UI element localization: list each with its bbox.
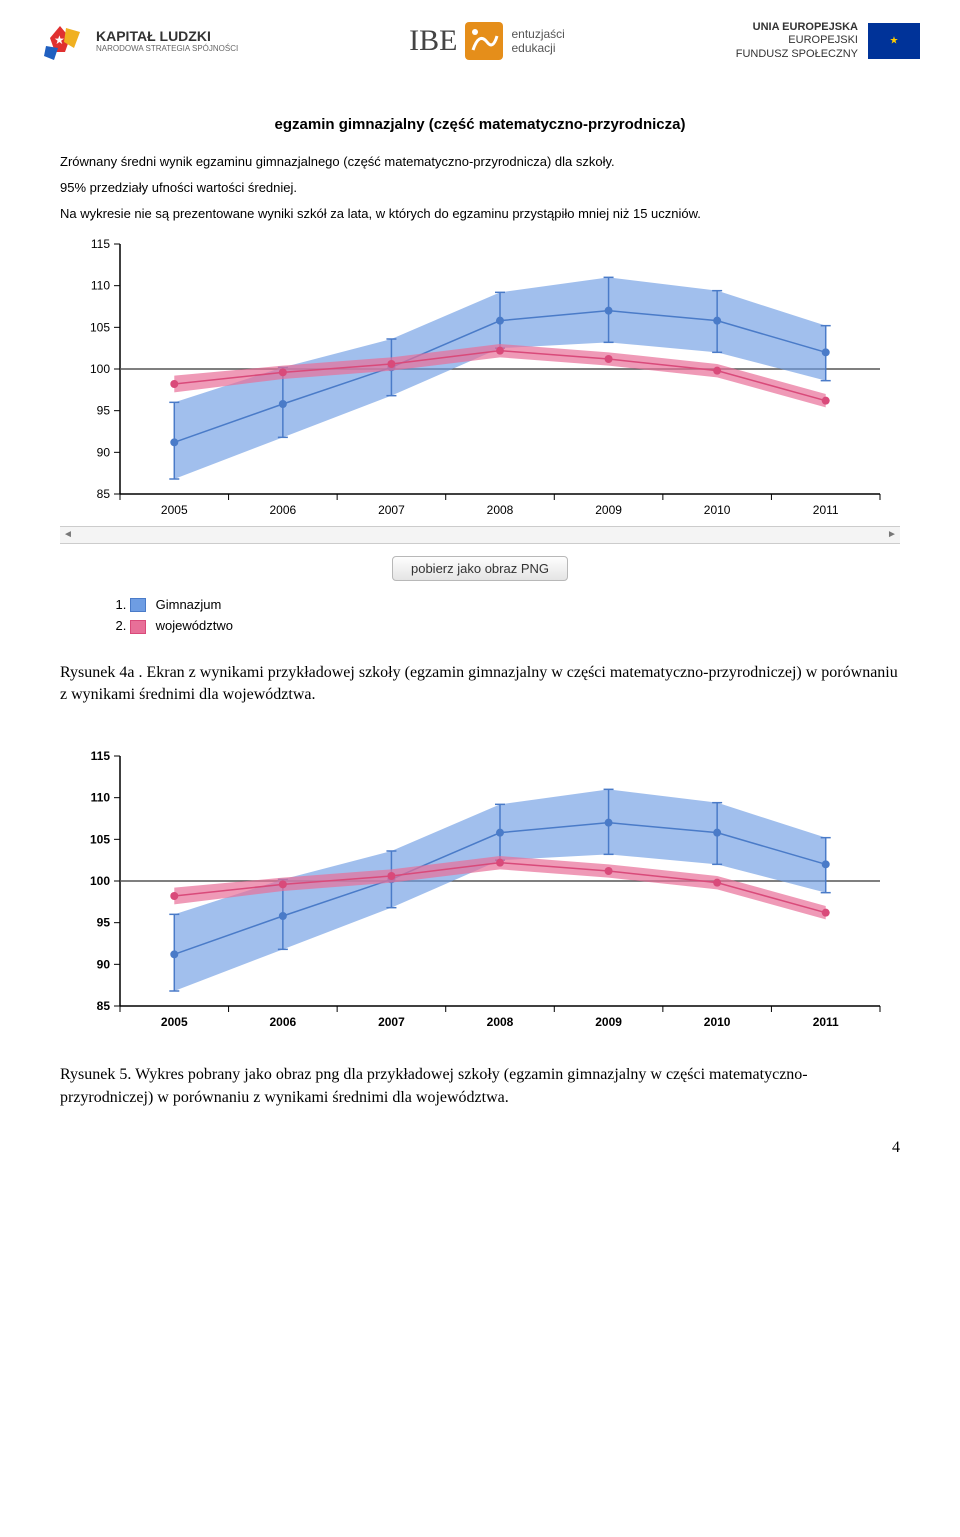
header-logos: ★ KAPITAŁ LUDZKI NARODOWA STRATEGIA SPÓJ… xyxy=(0,0,960,76)
svg-text:2006: 2006 xyxy=(270,1015,297,1029)
svg-text:105: 105 xyxy=(90,833,110,847)
svg-text:110: 110 xyxy=(91,278,110,292)
scroll-right-icon[interactable]: ► xyxy=(884,529,900,540)
kapital-icon: ★ xyxy=(40,18,86,64)
svg-text:2006: 2006 xyxy=(270,503,297,517)
kapital-sub: NARODOWA STRATEGIA SPÓJNOŚCI xyxy=(96,44,238,53)
svg-text:2008: 2008 xyxy=(487,1015,514,1029)
fake-scrollbar[interactable]: ◄ ► xyxy=(60,526,900,544)
page-number: 4 xyxy=(0,1109,960,1177)
scroll-left-icon[interactable]: ◄ xyxy=(60,529,76,540)
svg-text:100: 100 xyxy=(90,874,110,888)
ibe-right-1: entuzjaści xyxy=(511,27,564,41)
svg-text:★: ★ xyxy=(54,33,65,47)
legend-item-1: Gimnazjum xyxy=(130,597,900,613)
ibe-text: IBE xyxy=(409,24,457,58)
eu-text: UNIA EUROPEJSKA EUROPEJSKI FUNDUSZ SPOŁE… xyxy=(736,21,858,61)
svg-text:90: 90 xyxy=(97,958,111,972)
chart1-svg: 85 90 95 100 105 110 115 2005 2006 2007 2008 2009 20… xyxy=(60,234,900,524)
eu-line3: FUNDUSZ SPOŁECZNY xyxy=(736,48,858,61)
svg-text:2009: 2009 xyxy=(595,503,622,517)
legend-label-1: Gimnazjum xyxy=(156,597,222,612)
logo-kapital: ★ KAPITAŁ LUDZKI NARODOWA STRATEGIA SPÓJ… xyxy=(40,18,238,64)
svg-text:2005: 2005 xyxy=(161,1015,188,1029)
legend-item-2: województwo xyxy=(130,618,900,634)
chart2-wrap: 85 90 95 100 105 110 115 2005 2006 2007 2008 2009 20… xyxy=(60,746,900,1036)
svg-text:2011: 2011 xyxy=(813,1015,839,1029)
kapital-title: KAPITAŁ LUDZKI xyxy=(96,29,238,44)
chart2-section: 85 90 95 100 105 110 115 2005 2006 2007 2008 2009 20… xyxy=(0,746,960,1036)
caption-4a: Rysunek 4a . Ekran z wynikami przykładow… xyxy=(60,662,900,707)
svg-text:2007: 2007 xyxy=(378,1015,405,1029)
svg-text:85: 85 xyxy=(97,487,111,501)
eu-line1: UNIA EUROPEJSKA xyxy=(736,21,858,34)
svg-text:115: 115 xyxy=(91,749,111,763)
ibe-right-2: edukacji xyxy=(511,41,564,55)
svg-text:95: 95 xyxy=(97,403,111,417)
chart1-title: egzamin gimnazjalny (część matematyczno-… xyxy=(60,116,900,133)
logo-ibe: IBE entuzjaści edukacji xyxy=(409,22,565,60)
chart-legend: Gimnazjum województwo xyxy=(60,597,900,634)
legend-swatch-2 xyxy=(130,620,146,634)
chart2-svg: 85 90 95 100 105 110 115 2005 2006 2007 2008 2009 20… xyxy=(60,746,900,1036)
svg-text:2007: 2007 xyxy=(378,503,405,517)
svg-text:95: 95 xyxy=(97,916,111,930)
eu-flag-icon xyxy=(868,23,920,59)
svg-text:105: 105 xyxy=(90,320,110,334)
chart1-section: egzamin gimnazjalny (część matematyczno-… xyxy=(0,116,960,634)
svg-text:2008: 2008 xyxy=(487,503,514,517)
svg-text:2010: 2010 xyxy=(704,503,731,517)
svg-text:100: 100 xyxy=(90,362,110,376)
chart1-desc1: Zrównany średni wynik egzaminu gimnazjal… xyxy=(60,153,900,171)
ibe-square-icon xyxy=(465,22,503,60)
legend-label-2: województwo xyxy=(156,618,233,633)
chart1-desc3: Na wykresie nie są prezentowane wyniki s… xyxy=(60,205,900,223)
download-png-button[interactable]: pobierz jako obraz PNG xyxy=(392,556,568,581)
svg-text:2009: 2009 xyxy=(595,1015,622,1029)
chart1-desc2: 95% przedziały ufności wartości średniej… xyxy=(60,179,900,197)
svg-text:110: 110 xyxy=(91,791,111,805)
svg-text:2011: 2011 xyxy=(813,503,839,517)
logo-eu: UNIA EUROPEJSKA EUROPEJSKI FUNDUSZ SPOŁE… xyxy=(736,21,920,61)
svg-text:2005: 2005 xyxy=(161,503,188,517)
chart1-wrap: 85 90 95 100 105 110 115 2005 2006 2007 2008 2009 20… xyxy=(60,234,900,524)
svg-text:90: 90 xyxy=(97,445,111,459)
svg-text:85: 85 xyxy=(97,999,111,1013)
svg-text:2010: 2010 xyxy=(704,1015,731,1029)
caption-5: Rysunek 5. Wykres pobrany jako obraz png… xyxy=(60,1064,900,1109)
svg-text:115: 115 xyxy=(91,237,110,251)
legend-swatch-1 xyxy=(130,598,146,612)
ibe-right-text: entuzjaści edukacji xyxy=(511,27,564,56)
eu-line2: EUROPEJSKI xyxy=(736,34,858,47)
